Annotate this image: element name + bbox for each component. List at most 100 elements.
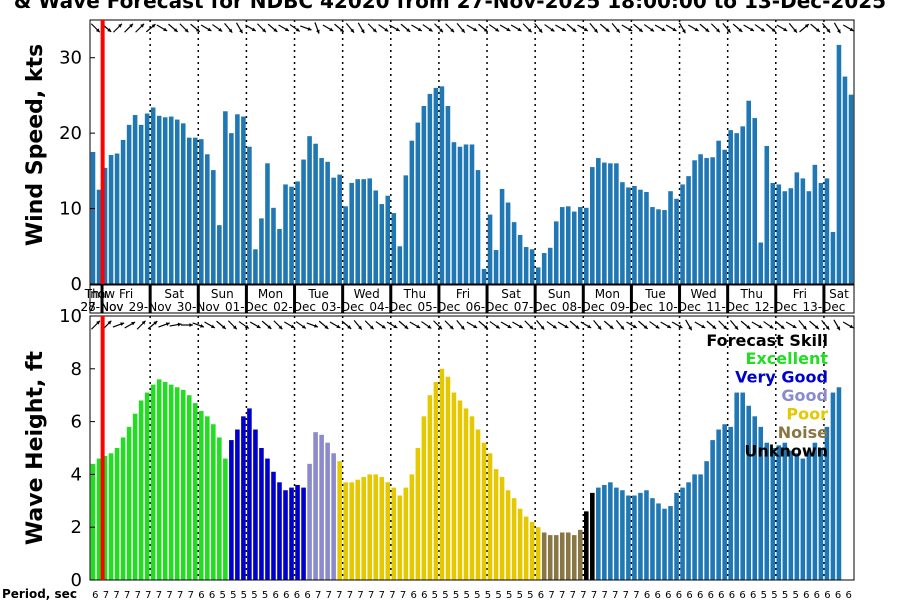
wind-arrow [224,23,233,33]
wind-arrow [678,22,686,34]
wind-arrow [577,24,589,32]
wind-arrow-head [538,28,543,33]
wave-bar [758,426,764,580]
wind-arrow-head [681,29,686,34]
wave-bar [217,437,222,580]
period-value: 6 [410,590,416,600]
wave-arrow-head [267,325,272,329]
day-label-dow: Thu [739,287,763,301]
wave-arrow [284,321,296,329]
day-label-dow: Sat [501,287,521,301]
day-label-strip: Thu27-NovFri28-NovSat29-NovSun30-NovMon0… [81,284,855,314]
wind-arrow-head [750,27,755,31]
wind-bar [505,202,511,284]
wave-bar [632,495,637,580]
wave-bar [686,482,691,580]
legend-item: Very Good [735,368,828,387]
period-value: 6 [750,590,756,600]
day-label-dow: Sun [548,287,571,301]
wind-arrow [345,23,355,33]
wave-arrow [306,322,319,328]
wave-arrow [261,320,272,330]
wind-bar [90,152,96,284]
wind-arrow [499,24,511,32]
wave-arrow-head [165,322,170,326]
wind-bar [668,191,673,284]
wave-arrow [798,320,808,330]
period-value: 7 [379,590,385,600]
wave-arrow [536,320,545,330]
wind-bar [692,160,697,284]
wind-bar [614,163,619,284]
wave-bar [818,448,824,580]
wave-arrow-head [232,325,237,330]
wind-arrow [555,24,567,32]
wave-bar [186,395,192,580]
wave-arrow-head [814,325,819,329]
wind-arrow [710,23,721,33]
wave-arrow [112,322,125,328]
wave-arrow [774,320,785,330]
period-value: 5 [230,590,236,600]
wind-arrow [687,24,699,32]
wind-bar [439,86,445,284]
wave-bar [620,490,625,580]
wind-bar [211,170,216,284]
wave-arrow [649,321,660,329]
wind-arrow [822,23,831,33]
wind-arrow [510,24,522,32]
wave-arrow-head [278,325,283,330]
wind-arrow [765,23,776,33]
wave-bar [102,455,108,580]
wind-bar [638,189,643,284]
wind-arrow [314,22,320,34]
wave-bar [535,527,541,580]
wave-bar [379,477,385,580]
wave-bar [337,461,342,580]
period-value: 7 [570,590,576,600]
wind-arrow [566,23,577,33]
wind-bar [205,154,210,284]
period-value: 5 [761,590,767,600]
wind-arrow-head [207,27,212,31]
wind-arrow-head [439,28,444,33]
wave-bar [150,384,156,580]
wave-bar [343,482,348,580]
wind-arrow [754,24,766,32]
wave-bar [427,395,433,580]
wave-bar [626,495,631,580]
wind-bar [337,174,342,284]
wave-bar [812,442,818,580]
wind-arrow-head [628,27,633,31]
wave-arrow-head [540,325,545,330]
wave-bar [307,463,312,580]
period-value: 5 [782,590,788,600]
wind-arrow-head [650,27,655,32]
wind-arrow [665,24,677,32]
wind-arrow-head [826,28,831,33]
wind-arrow-head [694,27,699,31]
wave-bar [770,448,776,580]
period-value: 7 [145,590,151,600]
wind-arrow-head [517,27,522,31]
wind-bar [716,140,721,284]
wind-arrow-head [107,28,112,32]
period-value: 7 [559,590,565,600]
wind-arrow-head [616,28,620,33]
wind-arrow-head [129,23,133,28]
wind-arrow-head [295,27,300,32]
wave-bar [205,416,210,580]
period-value: 6 [273,590,279,600]
wind-bar [602,162,607,284]
period-value: 5 [495,590,501,600]
wind-bar [168,116,174,284]
period-value: 5 [442,590,448,600]
wind-arrow-head [118,23,122,28]
wave-arrow-head [324,325,329,329]
wave-arrow [273,320,283,330]
wave-arrow-head [575,325,580,329]
wave-arrow [546,321,558,329]
wind-plot-frame [89,19,855,285]
wind-arrow [334,23,345,33]
wind-bar [367,178,373,284]
